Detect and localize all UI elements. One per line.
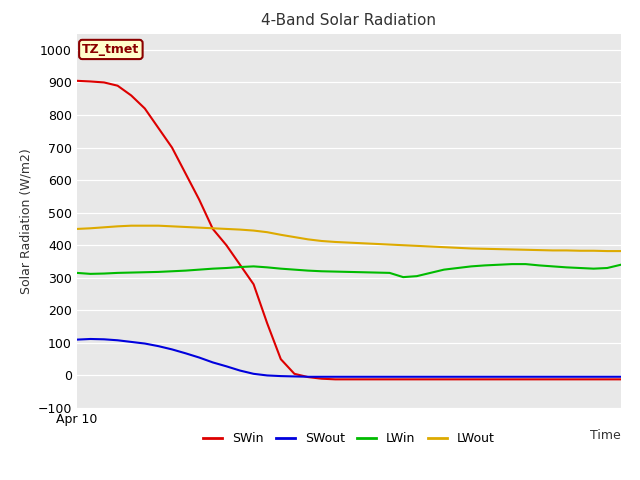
Text: Time: Time <box>590 429 621 442</box>
Y-axis label: Solar Radiation (W/m2): Solar Radiation (W/m2) <box>19 148 32 294</box>
Text: TZ_tmet: TZ_tmet <box>82 43 140 56</box>
Title: 4-Band Solar Radiation: 4-Band Solar Radiation <box>261 13 436 28</box>
Legend: SWin, SWout, LWin, LWout: SWin, SWout, LWin, LWout <box>198 427 499 450</box>
